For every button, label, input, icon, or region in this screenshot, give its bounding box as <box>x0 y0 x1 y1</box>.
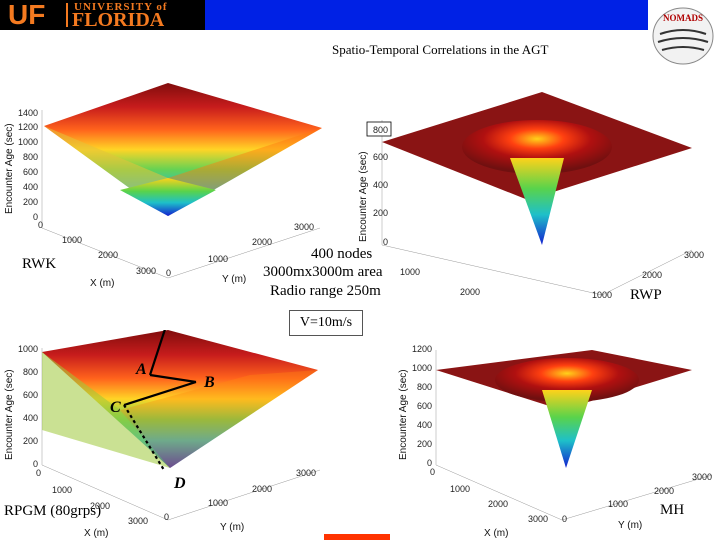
logo-university-text: UNIVERSITY of <box>74 1 168 13</box>
rwp-z-tick-600: 600 <box>373 152 388 162</box>
rpgm-edge-s-a <box>148 330 166 376</box>
mh-z-tick-0: 0 <box>427 458 432 468</box>
rpgm-z-tick-800: 800 <box>23 367 38 377</box>
rwk-z-tick-400: 400 <box>23 182 38 192</box>
rwp-z-axis-label: Encounter Age (sec) <box>358 151 369 242</box>
rpgm-z-tick-600: 600 <box>23 390 38 400</box>
rpgm-x-axis-label: X (m) <box>84 528 108 539</box>
rpgm-node-d: D <box>173 475 186 492</box>
info-radio-range: Radio range 250m <box>270 283 381 299</box>
logo-florida-text: FLORIDA <box>72 9 165 31</box>
info-area: 3000mx3000m area <box>263 264 383 280</box>
rwk-z-axis-label: Encounter Age (sec) <box>4 123 15 214</box>
rpgm-x-tick-0: 0 <box>36 468 41 478</box>
rwp-label: RWP <box>630 287 662 303</box>
rpgm-node-b: B <box>203 374 215 391</box>
rwk-x-tick-0: 0 <box>38 220 43 230</box>
rwp-surface-plot: 800 600 400 200 0 1000 2000 1000 2000 30… <box>358 92 704 300</box>
rwk-z-tick-600: 600 <box>23 167 38 177</box>
mh-x-tick-3000: 3000 <box>528 514 548 524</box>
rwp-x-tick-2000: 2000 <box>460 287 480 297</box>
rwk-z-tick-1000: 1000 <box>18 137 38 147</box>
rwp-x-tick-1000: 1000 <box>400 267 420 277</box>
rwp-z-tick-800: 800 <box>373 125 388 135</box>
mh-label: MH <box>660 502 685 518</box>
header-bar <box>205 0 648 30</box>
mh-z-tick-400: 400 <box>417 420 432 430</box>
mh-z-tick-1000: 1000 <box>412 363 432 373</box>
rwk-x-tick-2000: 2000 <box>98 250 118 260</box>
rpgm-y-tick-3000: 3000 <box>296 468 316 478</box>
mh-x-tick-1000: 1000 <box>450 484 470 494</box>
rpgm-z-tick-1000: 1000 <box>18 344 38 354</box>
rpgm-y-tick-1000: 1000 <box>208 498 228 508</box>
rwp-z-tick-400: 400 <box>373 180 388 190</box>
rwk-z-tick-0: 0 <box>33 212 38 222</box>
rwk-y-tick-3000: 3000 <box>294 222 314 232</box>
rpgm-z-axis-label: Encounter Age (sec) <box>4 369 15 460</box>
rwk-z-tick-800: 800 <box>23 152 38 162</box>
rpgm-node-a: A <box>135 361 147 378</box>
mh-y-axis-label: Y (m) <box>618 520 642 531</box>
rpgm-edge-a-b <box>149 373 197 384</box>
mh-z-tick-200: 200 <box>417 439 432 449</box>
rwk-z-tick-200: 200 <box>23 197 38 207</box>
mh-y-tick-1000: 1000 <box>608 499 628 509</box>
mh-z-tick-800: 800 <box>417 382 432 392</box>
nomads-logo: NOMADS <box>652 7 714 65</box>
rpgm-x-tick-1000: 1000 <box>52 485 72 495</box>
logo-uf-text: UF <box>8 0 46 30</box>
mh-y-tick-0: 0 <box>562 514 567 524</box>
rwp-z-tick-200: 200 <box>373 208 388 218</box>
mh-x-axis-label: X (m) <box>484 528 508 538</box>
rwk-surface-plot: 1400 1200 1000 800 600 400 200 0 0 1000 … <box>4 83 322 289</box>
rpgm-z-tick-400: 400 <box>23 413 38 423</box>
rpgm-x-tick-3000: 3000 <box>128 516 148 526</box>
rwk-x-axis-label: X (m) <box>90 278 114 289</box>
rwk-z-tick-1400: 1400 <box>18 108 38 118</box>
rwk-z-tick-1200: 1200 <box>18 122 38 132</box>
rpgm-z-tick-0: 0 <box>33 459 38 469</box>
rpgm-y-axis-label: Y (m) <box>220 522 244 533</box>
info-nodes: 400 nodes <box>311 246 373 262</box>
rwp-y-tick-3000: 3000 <box>684 250 704 260</box>
footer-accent-bar <box>324 534 390 540</box>
rpgm-label: RPGM (80grps) <box>4 503 102 519</box>
speed-box: V=10m/s <box>289 310 363 336</box>
uf-logo: UF UNIVERSITY of FLORIDA <box>0 0 205 31</box>
rwk-label: RWK <box>22 256 57 272</box>
rpgm-surface-plot: S A B C D 1000 800 600 400 200 0 0 1000 … <box>4 330 321 539</box>
rwk-x-tick-1000: 1000 <box>62 235 82 245</box>
rpgm-edge-c-d <box>123 404 165 471</box>
mh-y-tick-3000: 3000 <box>692 472 712 482</box>
rwk-y-tick-1000: 1000 <box>208 254 228 264</box>
mh-z-tick-600: 600 <box>417 401 432 411</box>
mh-x-tick-0: 0 <box>430 467 435 477</box>
rwk-y-tick-0: 0 <box>166 268 171 278</box>
rpgm-x-tick-2000: 2000 <box>90 501 110 511</box>
rwp-z-tick-0: 0 <box>383 237 388 247</box>
rpgm-y-tick-0: 0 <box>164 512 169 522</box>
rwp-y-tick-2000: 2000 <box>642 270 662 280</box>
rwk-y-axis-label: Y (m) <box>222 274 246 285</box>
mh-z-tick-1200: 1200 <box>412 344 432 354</box>
rpgm-edge-b-c <box>123 380 197 407</box>
mh-x-tick-2000: 2000 <box>488 499 508 509</box>
rwk-y-tick-2000: 2000 <box>252 237 272 247</box>
rwp-y-tick-1000: 1000 <box>592 290 612 300</box>
rpgm-node-c: C <box>110 399 121 416</box>
rpgm-y-tick-2000: 2000 <box>252 484 272 494</box>
rpgm-z-tick-200: 200 <box>23 436 38 446</box>
mh-y-tick-2000: 2000 <box>654 486 674 496</box>
mh-z-axis-label: Encounter Age (sec) <box>398 369 409 460</box>
nomads-logo-text: NOMADS <box>663 13 703 23</box>
slide-title: Spatio-Temporal Correlations in the AGT <box>332 42 549 57</box>
logo-divider <box>66 3 68 27</box>
mh-surface-plot: 1200 1000 800 600 400 200 0 0 1000 2000 … <box>398 344 713 538</box>
rwk-x-tick-3000: 3000 <box>136 266 156 276</box>
